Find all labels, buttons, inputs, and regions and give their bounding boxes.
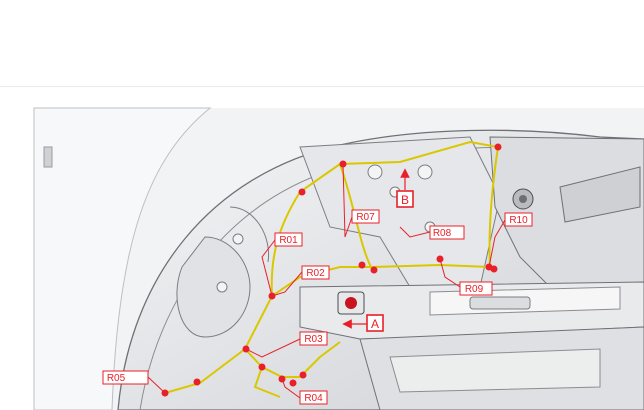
callout-r10: R10 — [504, 212, 533, 227]
svg-text:A: A — [371, 317, 379, 331]
callout-r08: R08 — [429, 225, 465, 240]
callout-r02: R02 — [301, 265, 330, 280]
callout-r09: R09 — [459, 281, 493, 296]
grommet-red — [345, 297, 357, 309]
liner-rib-2 — [229, 206, 270, 263]
crossmember-boss — [469, 296, 531, 310]
callout-r07: R07 — [351, 209, 380, 224]
section-divider — [0, 86, 644, 87]
svg-text:R01: R01 — [279, 235, 298, 246]
rail-bracket — [559, 166, 641, 223]
leader-lines — [147, 163, 506, 399]
svg-text:R07: R07 — [356, 212, 375, 223]
view-marker-b: B — [396, 168, 414, 208]
top-blank-band — [0, 0, 644, 86]
callout-r04: R04 — [299, 390, 328, 405]
frame-bolt-center — [519, 195, 527, 203]
svg-text:R10: R10 — [509, 215, 528, 226]
svg-text:R04: R04 — [304, 393, 323, 404]
wheelhouse-harness-diagram: R01 R02 R03 R04 R05 R07 R08 R09 R10 B — [33, 107, 644, 410]
callout-r03: R03 — [299, 331, 328, 346]
mount-hole-2 — [417, 164, 433, 180]
svg-text:R08: R08 — [433, 228, 452, 239]
svg-text:R03: R03 — [304, 334, 323, 345]
liner-hole-2 — [216, 281, 228, 293]
fender-clip — [43, 146, 53, 168]
mount-hole-1 — [367, 164, 383, 180]
view-marker-a: A — [342, 314, 384, 332]
svg-text:B: B — [401, 193, 409, 207]
callout-r05: R05 — [102, 370, 149, 385]
bottom-bracket-face — [389, 348, 601, 393]
svg-text:R02: R02 — [306, 268, 325, 279]
liner-rib-1 — [176, 236, 251, 338]
svg-text:R09: R09 — [465, 284, 484, 295]
svg-text:R05: R05 — [107, 373, 126, 384]
liner-hole-1 — [232, 233, 244, 245]
callout-r01: R01 — [274, 232, 303, 247]
